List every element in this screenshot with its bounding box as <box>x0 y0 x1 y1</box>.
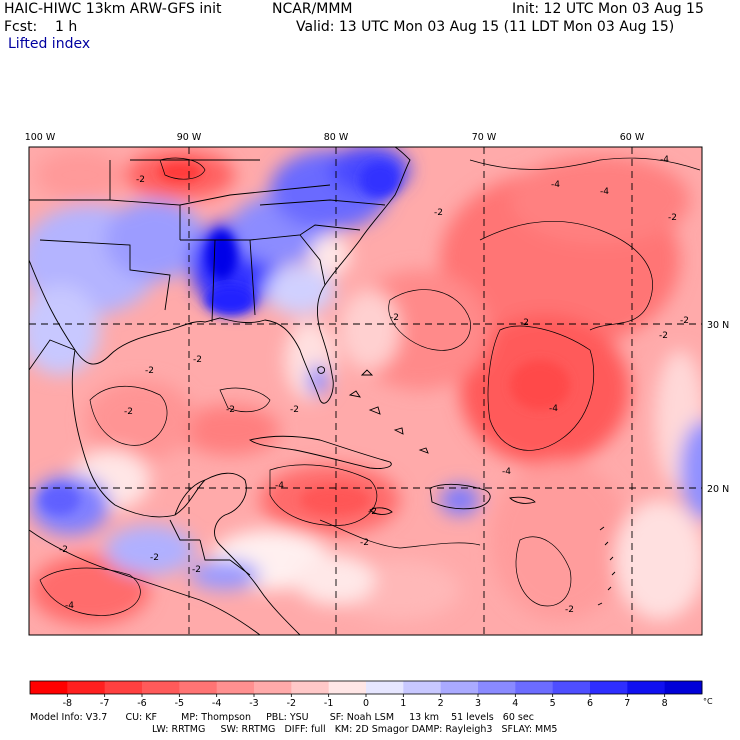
contours <box>39 157 701 616</box>
colorbar-tick-label: 3 <box>475 698 481 709</box>
colorbar-swatch <box>478 681 516 694</box>
colorbar-tick-label: 1 <box>400 698 406 709</box>
contour-label: -2 <box>193 355 202 365</box>
contour-label: -2 <box>290 405 299 415</box>
colorbar-tick-label: -8 <box>63 698 72 709</box>
colorbar-tick-label: 0 <box>363 698 369 709</box>
forecast-hour: Fcst: 1 h <box>4 19 78 35</box>
colorbar-tick-label: 2 <box>438 698 444 709</box>
coastlines <box>29 147 616 635</box>
colorbar-swatch <box>627 681 666 694</box>
colorbar-swatch <box>515 681 554 694</box>
lat-label-20n: 20 N <box>707 484 729 495</box>
org-label: NCAR/MMM <box>272 1 353 17</box>
lon-label-100w: 100 W <box>25 132 56 143</box>
colorbar-swatch <box>366 681 404 694</box>
contour-label: -2 <box>668 213 677 223</box>
lon-label-90w: 90 W <box>177 132 202 143</box>
colorbar: -8 -7 -6 -5 -4 -3 -2 -1 0 1 2 3 4 5 6 7 8 °C <box>29 680 713 709</box>
colorbar-tick-label: -1 <box>324 698 333 709</box>
colorbar-tick-label: -2 <box>287 698 296 709</box>
colorbar-tick-label: 7 <box>624 698 630 709</box>
colorbar-tick-label: 8 <box>662 698 668 709</box>
colorbar-tick-label: -3 <box>249 698 258 709</box>
colorbar-swatch <box>104 681 143 694</box>
contour-label: -2 <box>565 605 574 615</box>
model-info-line-2: LW: RRTMG SW: RRTMG DIFF: full KM: 2D Sm… <box>152 724 558 735</box>
contour-label: -2 <box>659 331 668 341</box>
colorbar-swatch <box>179 681 218 694</box>
colorbar-tick-label: -5 <box>175 698 184 709</box>
contour-label: -2 <box>226 405 235 415</box>
colorbar-swatch <box>291 681 330 694</box>
lon-label-80w: 80 W <box>324 132 349 143</box>
map-frame <box>28 146 703 636</box>
model-title: HAIC-HIWC 13km ARW-GFS init <box>4 1 222 17</box>
contour-label: -2 <box>192 565 201 575</box>
colorbar-swatch <box>254 681 292 694</box>
colorbar-tick-label: -4 <box>212 698 221 709</box>
lat-label-30n: 30 N <box>707 320 729 331</box>
colorbar-swatch <box>552 681 591 694</box>
field-accents <box>40 162 570 515</box>
colorbar-swatch <box>30 681 68 694</box>
colorbar-swatch <box>142 681 180 694</box>
contour-label: -4 <box>275 481 284 491</box>
contour-label: -4 <box>660 155 669 165</box>
colorbar-tick-label: -7 <box>100 698 109 709</box>
colorbar-swatch <box>664 681 703 694</box>
colorbar-tick-label: 4 <box>512 698 518 709</box>
contour-label: -2 <box>124 407 133 417</box>
contour-label: -2 <box>368 507 377 517</box>
contour-label: -2 <box>434 208 443 218</box>
colorbar-swatch <box>216 681 255 694</box>
contour-label: -4 <box>551 180 560 190</box>
contour-label: -4 <box>502 467 511 477</box>
colorbar-swatch <box>67 681 106 694</box>
init-time: Init: 12 UTC Mon 03 Aug 15 <box>512 1 704 17</box>
contour-label: -2 <box>150 553 159 563</box>
contour-label: -2 <box>145 366 154 376</box>
contour-label: -4 <box>600 187 609 197</box>
contour-label: -2 <box>136 175 145 185</box>
contour-label-group: -4 -2 -4 -4 -2 -2 -2 -2 -2 -2 -2 -2 -2 -… <box>59 155 689 615</box>
contour-label: -4 <box>549 404 558 414</box>
colorbar-unit: °C <box>703 697 713 706</box>
colorbar-swatch <box>590 681 628 694</box>
lon-label-60w: 60 W <box>620 132 645 143</box>
contour-label: -2 <box>390 313 399 323</box>
contour-label: -2 <box>360 538 369 548</box>
colorbar-swatch <box>328 681 367 694</box>
map-field: -4 -2 -4 -4 -2 -2 -2 -2 -2 -2 -2 -2 -2 -… <box>29 147 702 635</box>
colorbar-tick-label: 5 <box>550 698 556 709</box>
contour-label: -2 <box>59 545 68 555</box>
colorbar-tick-label: -6 <box>137 698 146 709</box>
model-info-line-1: Model Info: V3.7 CU: KF MP: Thompson PBL… <box>30 712 534 723</box>
colorbar-tick-label: 6 <box>587 698 593 709</box>
latlon-grid <box>29 147 702 635</box>
field-name: Lifted index <box>8 36 91 52</box>
colorbar-swatch <box>440 681 479 694</box>
contour-label: -4 <box>65 601 74 611</box>
contour-label: -2 <box>680 316 689 326</box>
contour-label: -2 <box>520 318 529 328</box>
lon-label-70w: 70 W <box>472 132 497 143</box>
colorbar-swatch <box>403 681 442 694</box>
valid-time: Valid: 13 UTC Mon 03 Aug 15 (11 LDT Mon … <box>296 19 675 35</box>
